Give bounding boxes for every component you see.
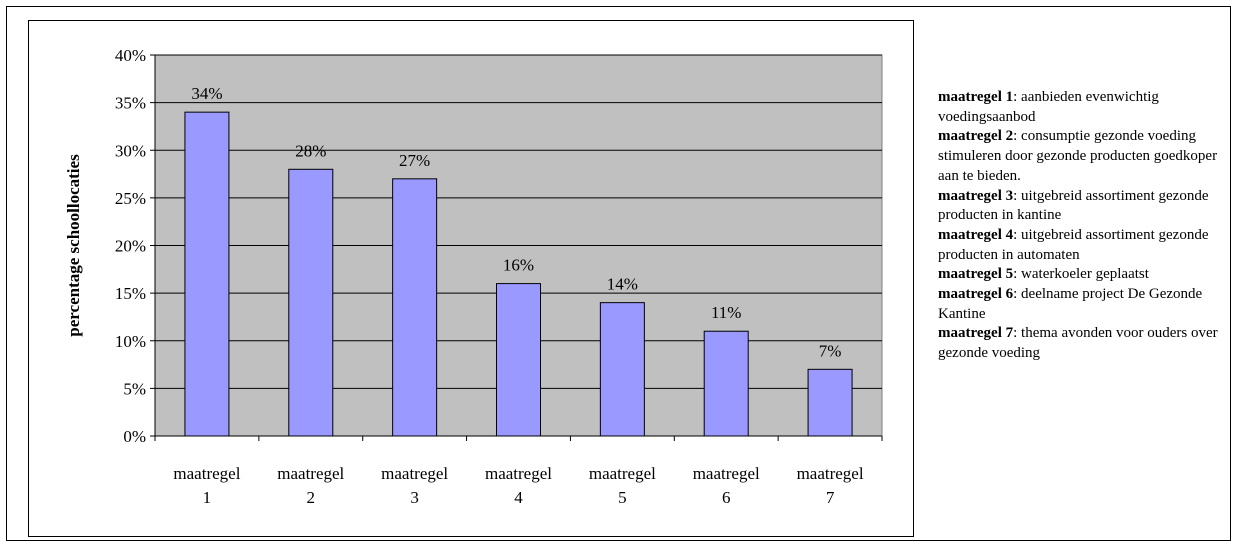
legend-item-label: maatregel 5 [938,266,1014,283]
legend-item-text: : deelname project De Gezonde Kantine [938,286,1203,322]
legend-item: maatregel 3: uitgebreid assortiment gezo… [938,187,1230,226]
y-axis-title: percentage schoollocaties [64,154,83,337]
bar [496,283,541,437]
bar [184,111,230,437]
bar [807,368,853,437]
x-tick-label: maatregel [173,464,240,483]
y-tick-label: 15% [115,284,146,303]
bar [392,178,438,437]
data-label: 7% [819,341,842,360]
legend-item-label: maatregel 6 [938,286,1014,303]
bar [599,302,645,437]
x-tick-label: maatregel [277,464,344,483]
x-tick-label: 3 [410,488,419,507]
x-tick-label: 5 [618,488,627,507]
legend-item-label: maatregel 2 [938,128,1014,145]
legend-item-text: : waterkoeler geplaatst [1013,266,1149,283]
bar [288,168,334,437]
legend-item: maatregel 1: aanbieden evenwichtig voedi… [938,88,1230,127]
x-tick-label: 7 [826,488,835,507]
x-tick-label: 4 [514,488,523,507]
data-label: 27% [399,151,430,170]
y-tick-label: 35% [115,94,146,113]
x-tick-label: maatregel [589,464,656,483]
y-tick-label: 30% [115,141,146,160]
data-label: 34% [191,84,222,103]
legend-item: maatregel 6: deelname project De Gezonde… [938,285,1230,324]
chart-frame: 0% 5% 10% 15% 20% 25% 30% 35% 40% 34% maatregel 1 28… [28,20,914,537]
y-tick-label: 40% [115,46,146,65]
bar-chart: 0% 5% 10% 15% 20% 25% 30% 35% 40% 34% maatregel 1 28… [64,46,883,507]
bar [703,330,749,437]
data-label: 28% [295,141,326,160]
data-label: 14% [607,275,638,294]
x-tick-label: maatregel [485,464,552,483]
legend-item: maatregel 4: uitgebreid assortiment gezo… [938,226,1230,265]
legend-item: maatregel 2: consumptie gezonde voeding … [938,127,1230,186]
x-tick-label: 6 [722,488,731,507]
x-tick-label: maatregel [381,464,448,483]
legend-notes: maatregel 1: aanbieden evenwichtig voedi… [938,88,1230,364]
legend-item-label: maatregel 3 [938,187,1014,204]
y-tick-label: 10% [115,332,146,351]
legend-item-label: maatregel 1 [938,89,1014,105]
y-tick-label: 20% [115,237,146,256]
figure-frame [6,6,1231,541]
x-tick-label: maatregel [797,464,864,483]
legend-item-text: : consumptie gezonde voeding stimuleren … [938,128,1218,184]
legend-item: maatregel 5: waterkoeler geplaatst [938,265,1230,285]
legend-item-text: : uitgebreid assortiment gezonde product… [938,187,1209,224]
legend-item-text: : thema avonden voor ouders over gezonde… [938,325,1218,362]
x-tick-label: 1 [203,488,212,507]
y-tick-label: 5% [123,379,146,398]
data-label: 11% [711,303,742,322]
legend-item-label: maatregel 7 [938,325,1014,342]
x-tick-label: 2 [307,488,316,507]
x-tick-label: maatregel [693,464,760,483]
y-tick-label: 25% [115,189,146,208]
data-label: 16% [503,256,534,275]
legend-item-text: : uitgebreid assortiment gezonde product… [938,226,1209,263]
y-tick-label: 0% [123,427,146,446]
legend-item-label: maatregel 4 [938,226,1014,243]
legend-item: maatregel 7: thema avonden voor ouders o… [938,324,1230,363]
legend-item-text: : aanbieden evenwichtig voedingsaanbod [938,89,1159,125]
